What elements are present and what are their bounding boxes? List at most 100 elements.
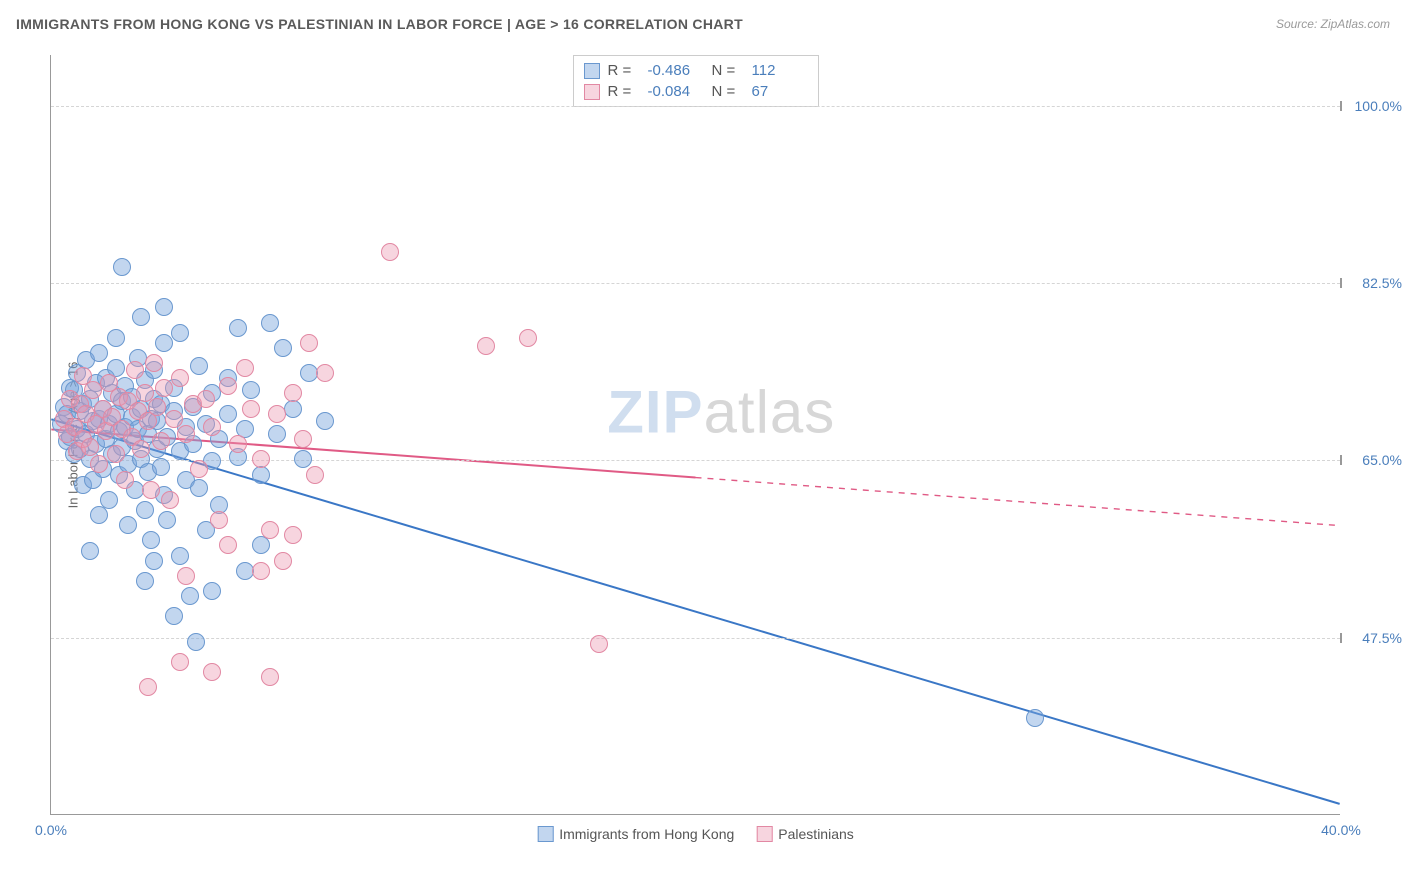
chart-title: IMMIGRANTS FROM HONG KONG VS PALESTINIAN…	[16, 16, 743, 32]
scatter-point	[1026, 709, 1044, 727]
scatter-point	[519, 329, 537, 347]
scatter-point	[590, 635, 608, 653]
scatter-point	[181, 587, 199, 605]
scatter-point	[268, 425, 286, 443]
scatter-point	[142, 531, 160, 549]
scatter-point	[381, 243, 399, 261]
scatter-point	[107, 329, 125, 347]
scatter-point	[316, 412, 334, 430]
watermark-atlas: atlas	[704, 378, 836, 445]
source-prefix: Source:	[1276, 17, 1321, 31]
r-label: R =	[608, 83, 640, 100]
scatter-point	[126, 361, 144, 379]
scatter-point	[252, 536, 270, 554]
scatter-point	[203, 663, 221, 681]
scatter-point	[210, 511, 228, 529]
scatter-point	[203, 418, 221, 436]
scatter-point	[252, 562, 270, 580]
scatter-point	[116, 471, 134, 489]
scatter-point	[252, 450, 270, 468]
scatter-point	[300, 334, 318, 352]
scatter-point	[158, 511, 176, 529]
scatter-point	[316, 364, 334, 382]
scatter-point	[155, 379, 173, 397]
scatter-point	[177, 567, 195, 585]
source-name: ZipAtlas.com	[1321, 17, 1390, 31]
n-value: 67	[752, 83, 808, 100]
watermark-zip: ZIP	[607, 378, 703, 445]
correlation-legend-row: R =-0.486N =112	[584, 60, 808, 81]
scatter-point	[171, 324, 189, 342]
n-label: N =	[712, 62, 744, 79]
y-tick-label: 65.0%	[1346, 452, 1402, 468]
series-legend-item: Immigrants from Hong Kong	[537, 826, 734, 842]
scatter-point	[152, 458, 170, 476]
scatter-point	[219, 377, 237, 395]
source-attribution: Source: ZipAtlas.com	[1276, 17, 1390, 31]
scatter-point	[107, 445, 125, 463]
scatter-point	[81, 542, 99, 560]
scatter-point	[152, 432, 170, 450]
scatter-point	[187, 633, 205, 651]
scatter-point	[177, 425, 195, 443]
page-root: IMMIGRANTS FROM HONG KONG VS PALESTINIAN…	[0, 0, 1406, 892]
scatter-point	[136, 572, 154, 590]
legend-swatch	[537, 826, 553, 842]
watermark: ZIPatlas	[607, 377, 835, 446]
correlation-legend-row: R =-0.084N =67	[584, 81, 808, 102]
scatter-point	[136, 501, 154, 519]
scatter-point	[145, 354, 163, 372]
scatter-point	[113, 258, 131, 276]
series-name: Immigrants from Hong Kong	[559, 826, 734, 842]
scatter-point	[294, 450, 312, 468]
gridline	[51, 638, 1340, 639]
scatter-point	[161, 491, 179, 509]
scatter-point	[261, 521, 279, 539]
scatter-point	[242, 381, 260, 399]
scatter-point	[268, 405, 286, 423]
gridline	[51, 283, 1340, 284]
scatter-point	[197, 390, 215, 408]
r-value: -0.486	[648, 62, 704, 79]
scatter-point	[132, 308, 150, 326]
scatter-point	[219, 536, 237, 554]
plot-area: In Labor Force | Age > 16 ZIPatlas R =-0…	[50, 55, 1340, 815]
scatter-point	[165, 607, 183, 625]
scatter-point	[477, 337, 495, 355]
y-tick-label: 47.5%	[1346, 630, 1402, 646]
scatter-point	[90, 344, 108, 362]
y-tick-mark	[1340, 455, 1342, 465]
scatter-point	[242, 400, 260, 418]
scatter-point	[81, 438, 99, 456]
correlation-legend: R =-0.486N =112R =-0.084N =67	[573, 55, 819, 107]
series-name: Palestinians	[778, 826, 854, 842]
legend-swatch	[584, 84, 600, 100]
r-label: R =	[608, 62, 640, 79]
legend-swatch	[756, 826, 772, 842]
scatter-point	[274, 339, 292, 357]
trend-line-dashed	[696, 478, 1340, 526]
scatter-point	[132, 440, 150, 458]
scatter-point	[171, 547, 189, 565]
x-tick-label: 40.0%	[1321, 822, 1361, 838]
series-legend-item: Palestinians	[756, 826, 854, 842]
scatter-point	[306, 466, 324, 484]
y-tick-mark	[1340, 633, 1342, 643]
y-tick-mark	[1340, 278, 1342, 288]
y-tick-label: 100.0%	[1346, 98, 1402, 114]
scatter-point	[229, 435, 247, 453]
scatter-point	[139, 678, 157, 696]
scatter-point	[219, 405, 237, 423]
scatter-point	[294, 430, 312, 448]
chart-header: IMMIGRANTS FROM HONG KONG VS PALESTINIAN…	[0, 0, 1406, 38]
scatter-point	[284, 526, 302, 544]
scatter-point	[171, 369, 189, 387]
n-label: N =	[712, 83, 744, 100]
scatter-point	[236, 359, 254, 377]
scatter-point	[119, 516, 137, 534]
scatter-point	[261, 668, 279, 686]
gridline	[51, 106, 1340, 107]
scatter-point	[190, 357, 208, 375]
scatter-point	[274, 552, 292, 570]
scatter-point	[90, 506, 108, 524]
